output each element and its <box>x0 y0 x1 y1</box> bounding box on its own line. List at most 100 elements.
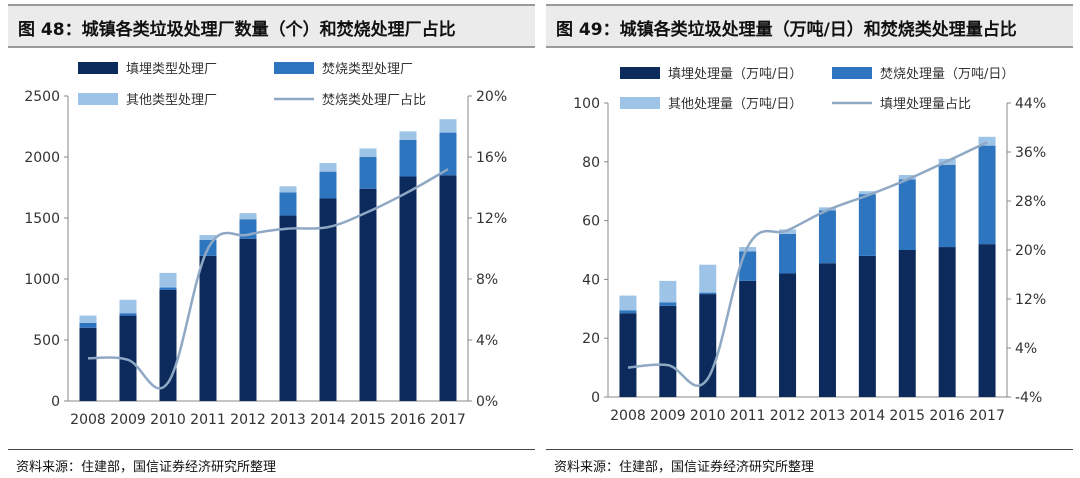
bar-other <box>439 119 457 133</box>
bar-landfill <box>898 250 916 397</box>
bar-landfill <box>619 313 637 397</box>
legend-label: 填埋处理量（万吨/日） <box>668 67 802 82</box>
bar-incineration <box>898 179 916 250</box>
x-tick-label: 2017 <box>969 408 1005 424</box>
bar-incineration <box>938 164 956 248</box>
legend-swatch <box>78 62 118 74</box>
legend-label: 焚烧类型处理厂 <box>322 62 413 77</box>
y-tick-label-right: 44% <box>1015 96 1046 112</box>
bar-landfill <box>79 327 97 401</box>
legend-swatch <box>832 67 872 79</box>
bar-landfill <box>239 238 257 401</box>
bar-incineration <box>79 322 97 328</box>
legend-label: 填埋类型处理厂 <box>126 62 217 77</box>
legend-label: 填埋处理量占比 <box>880 97 971 112</box>
x-tick-label: 2014 <box>310 412 346 428</box>
bar-incineration <box>439 132 457 176</box>
y-tick-label-right: 4% <box>476 333 498 349</box>
bar-landfill <box>779 273 797 397</box>
y-tick-label-left: 0 <box>51 394 60 410</box>
x-tick-label: 2016 <box>390 412 426 428</box>
bar-other <box>319 163 337 172</box>
x-tick-label: 2013 <box>270 412 306 428</box>
bar-landfill <box>818 263 836 397</box>
y-tick-label-right: 4% <box>1015 341 1037 357</box>
ratio-line <box>627 141 988 387</box>
y-tick-label-left: 0 <box>591 390 600 406</box>
x-tick-label: 2011 <box>190 412 226 428</box>
x-tick-label: 2016 <box>929 408 965 424</box>
bar-incineration <box>319 171 337 199</box>
chart-panel-right: 图 49：城镇各类垃圾处理量（万吨/日）和焚烧类处理量占比 0 20 40 60 80 1… <box>546 0 1073 478</box>
bar-incineration <box>279 192 297 216</box>
y-tick-label-left: 80 <box>582 155 600 171</box>
x-tick-label: 2013 <box>810 408 846 424</box>
x-tick-label: 2011 <box>730 408 766 424</box>
x-tick-label: 2015 <box>350 412 386 428</box>
bar-other <box>239 213 257 220</box>
legend-label: 其他处理量（万吨/日） <box>668 97 802 112</box>
bar-landfill <box>119 315 137 401</box>
source-divider <box>8 449 535 450</box>
bar-incineration <box>119 313 137 316</box>
bar-incineration <box>619 310 637 314</box>
chart-title-bar: 图 49：城镇各类垃圾处理量（万吨/日）和焚烧类处理量占比 <box>546 4 1073 48</box>
bar-landfill <box>279 215 297 401</box>
bar-landfill <box>978 244 996 397</box>
bar-incineration <box>779 233 797 274</box>
chart-title: 图 48：城镇各类垃圾处理厂数量（个）和焚烧处理厂占比 <box>18 20 456 40</box>
legend-swatch <box>78 93 118 105</box>
treatment-volume-chart: 0 20 40 60 80 100 -4% 4% 12% 20% 28% 36% 44% 2008 2009… <box>573 67 1046 424</box>
y-tick-label-right: 20% <box>1015 243 1046 259</box>
y-tick-label-left: 20 <box>582 331 600 347</box>
source-note: 资料来源：住建部，国信证券经济研究所整理 <box>554 460 815 475</box>
legend-label: 焚烧处理量（万吨/日） <box>880 67 1014 82</box>
y-tick-label-left: 500 <box>33 333 60 349</box>
x-tick-label: 2008 <box>70 412 106 428</box>
bar-other <box>159 272 177 288</box>
x-tick-label: 2009 <box>110 412 146 428</box>
y-tick-label-left: 100 <box>573 96 600 112</box>
x-tick-label: 2014 <box>850 408 886 424</box>
x-tick-label: 2010 <box>150 412 186 428</box>
bar-landfill <box>439 175 457 401</box>
bar-incineration <box>159 287 177 290</box>
y-tick-label-right: 16% <box>476 150 507 166</box>
y-tick-label-right: 12% <box>476 211 507 227</box>
bar-other <box>399 131 417 140</box>
y-tick-label-right: 20% <box>476 89 507 105</box>
bar-incineration <box>978 145 996 245</box>
legend-label: 焚烧类处理厂占比 <box>322 93 426 108</box>
y-tick-label-right: 0% <box>476 394 498 410</box>
y-tick-label-right: 28% <box>1015 194 1046 210</box>
y-tick-label-left: 1500 <box>24 211 60 227</box>
y-tick-label-left: 1000 <box>24 272 60 288</box>
bar-landfill <box>858 255 876 397</box>
y-tick-label-right: 36% <box>1015 145 1046 161</box>
bar-other <box>898 175 916 180</box>
y-tick-label-right: -4% <box>1015 390 1042 406</box>
chart-panel-left: 图 48：城镇各类垃圾处理厂数量（个）和焚烧处理厂占比 0 500 1000 1500… <box>8 0 535 478</box>
bar-incineration <box>699 292 717 295</box>
bar-other <box>699 264 717 293</box>
x-tick-label: 2009 <box>650 408 686 424</box>
x-tick-label: 2017 <box>430 412 466 428</box>
legend-label: 其他类型处理厂 <box>126 93 217 108</box>
bar-landfill <box>399 176 417 401</box>
bar-landfill <box>319 198 337 401</box>
bar-other <box>978 136 996 146</box>
bar-other <box>279 186 297 193</box>
x-tick-label: 2012 <box>230 412 266 428</box>
bar-other <box>119 299 137 314</box>
bar-landfill <box>659 305 677 397</box>
y-tick-label-left: 60 <box>582 214 600 230</box>
ratio-line <box>87 168 449 390</box>
y-tick-label-left: 2500 <box>24 89 60 105</box>
bar-landfill <box>739 280 757 397</box>
legend-swatch <box>274 62 314 74</box>
source-note: 资料来源：住建部，国信证券经济研究所整理 <box>16 460 277 475</box>
y-tick-label-left: 2000 <box>24 150 60 166</box>
bar-landfill <box>359 188 377 401</box>
bar-other <box>619 295 637 311</box>
y-tick-label-right: 12% <box>1015 292 1046 308</box>
